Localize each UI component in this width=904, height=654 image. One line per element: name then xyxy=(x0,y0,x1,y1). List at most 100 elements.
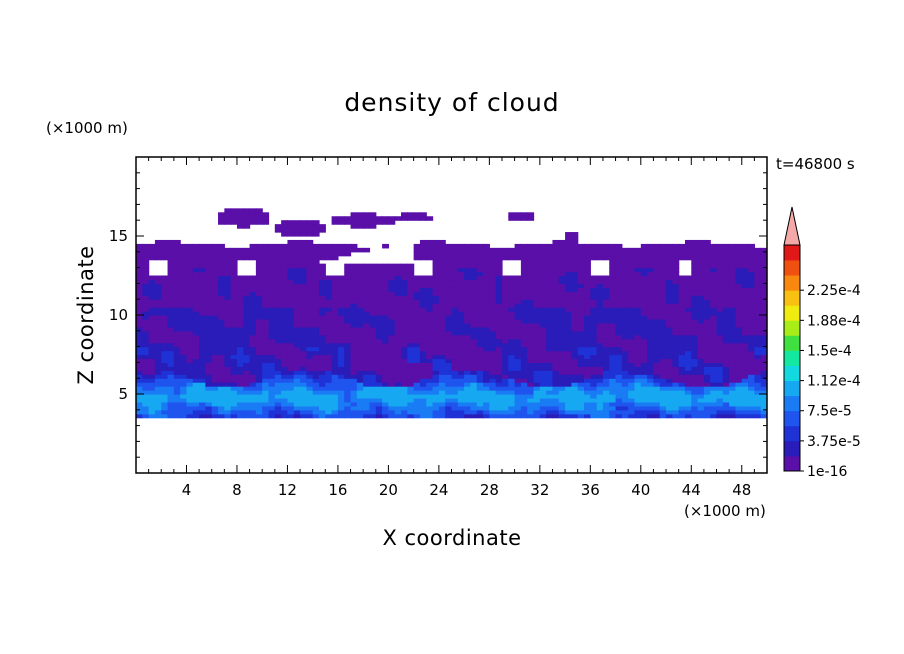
density-cell xyxy=(640,299,648,304)
density-cell xyxy=(754,409,762,415)
density-cell xyxy=(501,318,509,324)
density-cell xyxy=(281,366,289,371)
density-cell xyxy=(268,303,276,308)
density-cell xyxy=(388,374,396,379)
density-cell xyxy=(697,263,705,269)
density-cell xyxy=(274,259,282,265)
density-cell xyxy=(432,259,440,265)
density-cell xyxy=(199,409,207,415)
density-cell xyxy=(438,354,446,360)
density-cell xyxy=(514,350,522,356)
density-cell xyxy=(716,307,724,312)
density-cell xyxy=(300,243,307,249)
density-cell xyxy=(584,271,591,277)
density-cell xyxy=(621,338,629,344)
density-cell xyxy=(710,311,718,316)
density-cell xyxy=(438,390,446,395)
density-cell xyxy=(268,354,276,360)
density-cell xyxy=(344,350,352,356)
density-cell xyxy=(413,315,421,320)
density-cell xyxy=(558,362,566,367)
density-cell xyxy=(533,259,541,265)
density-cell xyxy=(243,409,251,415)
density-cell xyxy=(375,374,383,379)
density-cell xyxy=(508,338,516,344)
density-cell xyxy=(501,283,509,288)
density-cell xyxy=(558,267,566,273)
density-cell xyxy=(274,378,282,383)
density-cell xyxy=(495,330,503,336)
density-cell xyxy=(634,299,642,304)
density-cell xyxy=(476,291,484,296)
density-cell xyxy=(451,370,459,375)
density-cell xyxy=(684,315,692,320)
density-cell xyxy=(514,413,522,419)
density-cell xyxy=(199,279,207,284)
density-cell xyxy=(489,378,497,383)
density-cell xyxy=(571,275,579,281)
density-cell xyxy=(350,247,358,253)
density-cell xyxy=(539,326,547,332)
density-cell xyxy=(394,334,402,340)
density-cell xyxy=(451,330,459,336)
density-cell xyxy=(760,374,767,379)
density-cell xyxy=(236,208,244,213)
density-cell xyxy=(312,342,320,348)
density-cell xyxy=(571,346,579,352)
density-cell xyxy=(161,394,169,399)
density-cell xyxy=(710,315,718,320)
density-cell xyxy=(527,259,535,265)
density-cell xyxy=(180,247,188,253)
density-cell xyxy=(432,330,440,336)
density-cell xyxy=(344,271,352,277)
density-cell xyxy=(590,382,598,387)
colorbar-swatch xyxy=(784,410,800,427)
density-cell xyxy=(710,342,718,348)
density-cell xyxy=(287,295,295,300)
density-cell xyxy=(546,386,554,391)
density-cell xyxy=(514,390,522,395)
density-cell xyxy=(527,338,535,344)
density-cell xyxy=(501,251,509,257)
density-cell xyxy=(337,342,345,348)
density-cell xyxy=(741,334,749,340)
density-cell xyxy=(609,330,617,336)
density-cell xyxy=(388,275,396,281)
density-cell xyxy=(577,334,585,340)
density-cell xyxy=(344,295,352,300)
density-cell xyxy=(154,239,162,245)
density-cell xyxy=(457,315,465,320)
density-cell xyxy=(243,224,251,229)
density-cell xyxy=(426,405,434,411)
density-cell xyxy=(596,346,604,352)
density-cell xyxy=(489,342,497,348)
density-cell xyxy=(438,267,446,273)
density-cell xyxy=(337,220,345,225)
density-cell xyxy=(161,255,169,261)
density-cell xyxy=(653,397,661,403)
density-cell xyxy=(508,366,516,371)
density-cell xyxy=(407,378,415,383)
density-cell xyxy=(356,390,364,395)
density-cell xyxy=(710,390,718,395)
density-cell xyxy=(186,409,194,415)
density-cell xyxy=(520,212,528,217)
density-cell xyxy=(154,279,162,284)
density-cell xyxy=(312,354,320,360)
density-cell xyxy=(438,287,446,292)
density-cell xyxy=(136,330,143,336)
density-cell xyxy=(628,318,636,324)
density-cell xyxy=(281,397,289,403)
density-cell xyxy=(571,318,579,324)
density-cell xyxy=(255,247,263,253)
density-cell xyxy=(476,394,484,399)
density-cell xyxy=(527,318,535,324)
density-cell xyxy=(312,220,320,225)
density-cell xyxy=(350,338,358,344)
density-cell xyxy=(199,358,207,363)
density-cell xyxy=(520,378,528,383)
density-cell xyxy=(419,326,427,332)
density-cell xyxy=(489,247,497,253)
density-cell xyxy=(640,358,648,363)
density-cell xyxy=(180,394,188,399)
